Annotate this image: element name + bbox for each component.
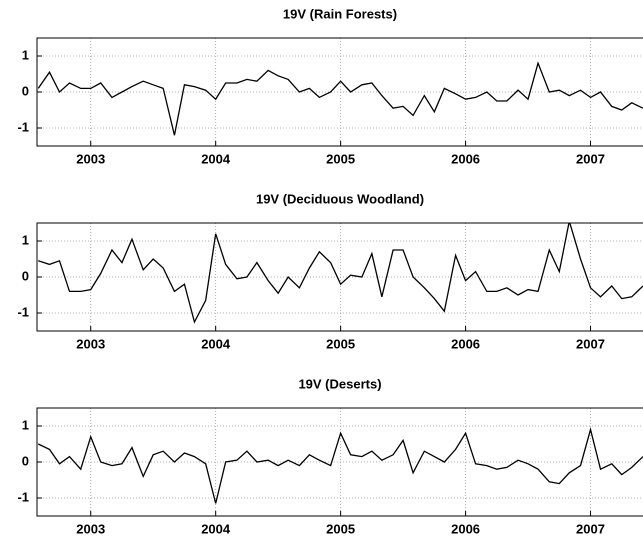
panel: 19V (Rain Forests) -1 0 1 2003 2004 2005 2006 20… xyxy=(17,6,643,166)
x-tick-label: 2006 xyxy=(451,336,480,351)
data-line xyxy=(38,223,643,324)
chart-title: 19V (Rain Forests) xyxy=(283,6,397,21)
y-tick-label: -1 xyxy=(17,119,29,134)
y-tick-label: 1 xyxy=(22,232,29,247)
y-tick-label: 1 xyxy=(22,47,29,62)
y-tick-label: 0 xyxy=(22,453,29,468)
y-tick-label: -1 xyxy=(17,304,29,319)
y-tick-label: -1 xyxy=(17,489,29,504)
chart-title: 19V (Deserts) xyxy=(298,376,381,391)
panel: 19V (Deciduous Woodland) -1 0 1 2003 2004 2005… xyxy=(17,191,643,351)
data-line xyxy=(37,61,643,136)
y-tick-label: 1 xyxy=(22,417,29,432)
x-tick-label: 2004 xyxy=(201,336,231,351)
x-tick-label: 2006 xyxy=(451,151,480,166)
x-tick-label: 2005 xyxy=(326,151,355,166)
panel: 19V (Deserts) -1 0 1 2003 2004 2005 2006 2007 xyxy=(17,376,643,536)
x-tick-label: 2005 xyxy=(326,521,355,536)
data-line xyxy=(37,427,643,504)
plot xyxy=(37,61,643,136)
x-tick-label: 2003 xyxy=(76,521,105,536)
x-tick-label: 2007 xyxy=(576,521,605,536)
axis-frame xyxy=(36,37,643,147)
x-tick-label: 2003 xyxy=(76,151,105,166)
chart-title: 19V (Deciduous Woodland) xyxy=(256,191,424,206)
plot xyxy=(37,427,643,504)
axis-frame xyxy=(36,222,643,332)
x-tick-label: 2003 xyxy=(76,336,105,351)
x-tick-label: 2004 xyxy=(201,151,231,166)
x-tick-label: 2007 xyxy=(576,336,605,351)
x-tick-label: 2006 xyxy=(451,521,480,536)
axis-frame xyxy=(36,407,643,517)
x-tick-label: 2004 xyxy=(201,521,231,536)
y-tick-label: 0 xyxy=(22,268,29,283)
y-tick-label: 0 xyxy=(22,83,29,98)
plot xyxy=(38,223,643,324)
x-tick-label: 2007 xyxy=(576,151,605,166)
x-tick-label: 2005 xyxy=(326,336,355,351)
